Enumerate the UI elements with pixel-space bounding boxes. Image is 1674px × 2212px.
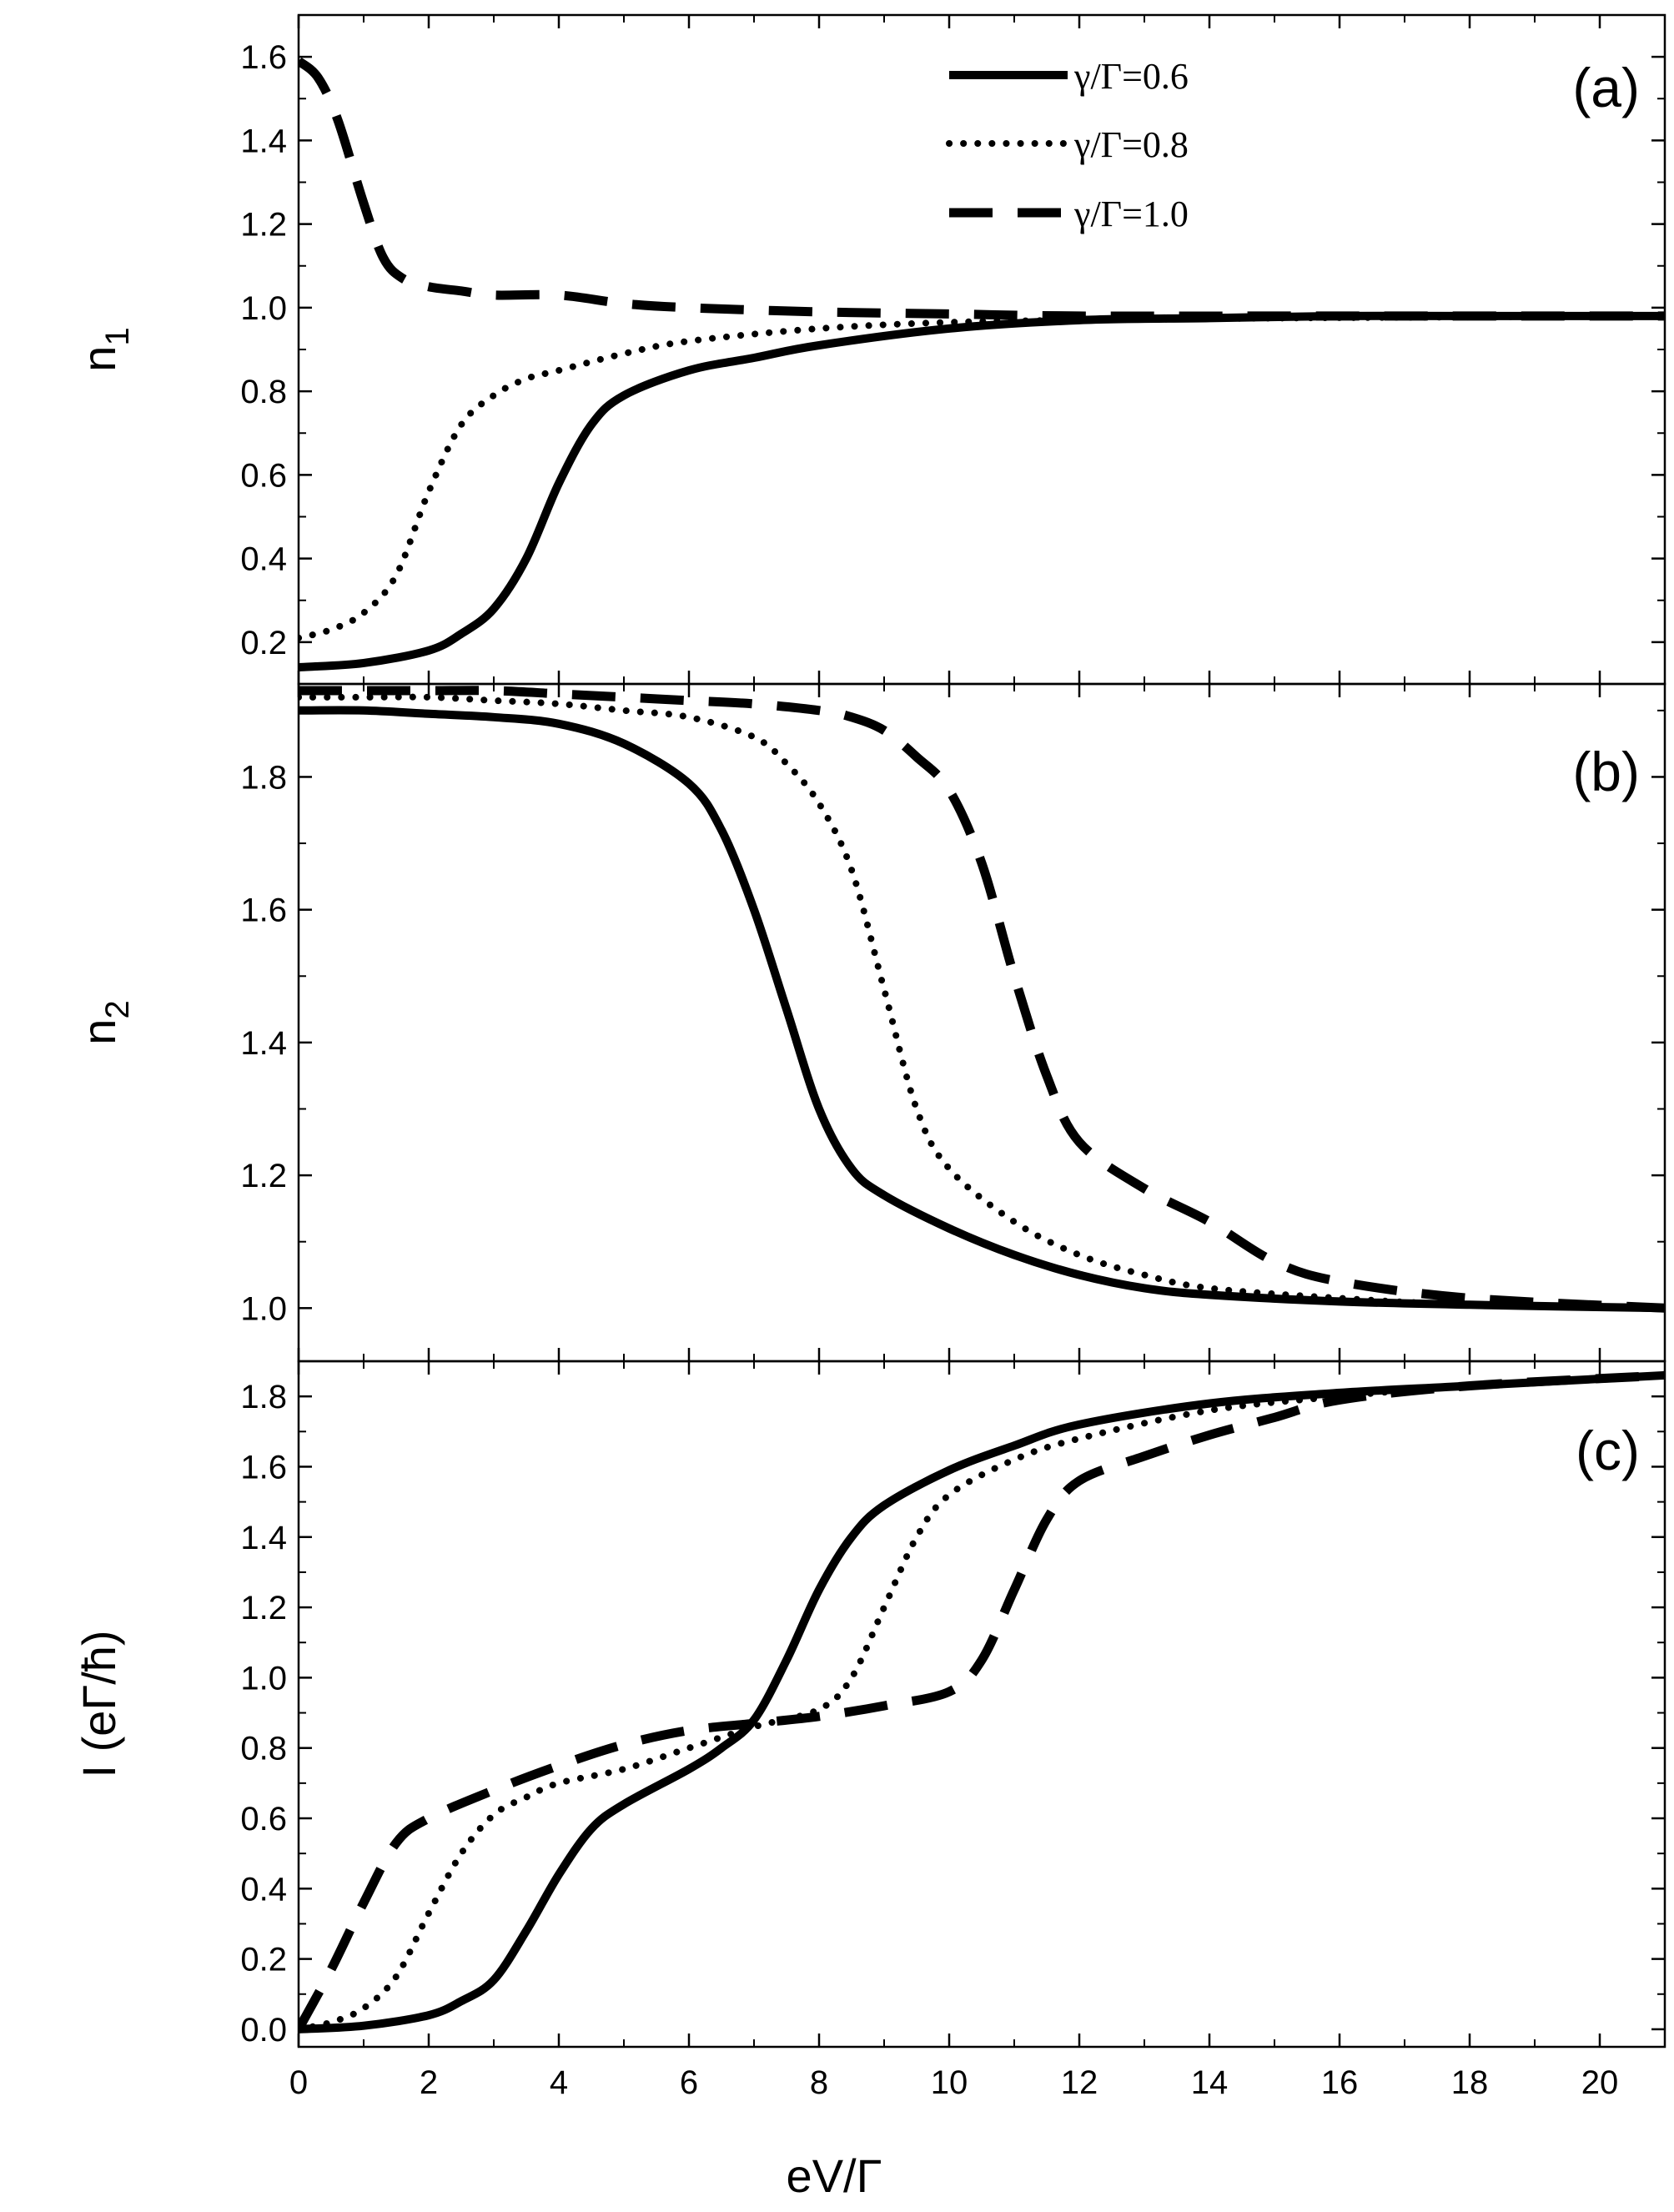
panel-a-frame <box>297 13 1666 686</box>
panel-c-series-solid-line <box>299 1370 1665 2034</box>
panel-b-y-axis-title: n2 <box>73 1000 136 1044</box>
x-tick-label: 6 <box>680 2064 698 2101</box>
x-tick-label: 2 <box>420 2064 438 2101</box>
x-axis-title: eV/Γ <box>787 2149 882 2202</box>
panel-a-ytick-label: 1.6 <box>240 39 287 76</box>
panel-b-ytick-label: 1.4 <box>240 1025 287 1062</box>
x-axis: 0 2 4 6 8 10 12 14 16 18 20 <box>289 2064 1618 2101</box>
panel-c-ytick-label: 0.4 <box>240 1871 287 1908</box>
panel-a-series-dotted-line <box>299 312 1665 641</box>
panel-c-label: (c) <box>1576 1420 1640 1481</box>
panel-a-ytick-label: 0.4 <box>240 541 287 578</box>
panel-c-ytick-label: 1.4 <box>240 1520 287 1556</box>
panel-b-ytick-label: 1.0 <box>240 1290 287 1327</box>
panel-b-ytick-label: 1.6 <box>240 892 287 929</box>
panel-c-ytick-label: 1.2 <box>240 1590 287 1626</box>
panel-a-ytick-label: 0.2 <box>240 625 287 661</box>
x-tick-label: 18 <box>1451 2064 1489 2101</box>
panel-b-label: (b) <box>1572 741 1640 802</box>
panel-a-ytick-label: 0.6 <box>240 457 287 494</box>
legend: γ/Γ=0.6 γ/Γ=0.8 γ/Γ=1.0 <box>946 56 1189 234</box>
panel-c-ytick-label: 0.2 <box>240 1942 287 1978</box>
panel-a-ytick-label: 0.8 <box>240 374 287 410</box>
panel-b-series-dashed-line <box>299 686 1665 1313</box>
panel-c-ytick-label: 0.8 <box>240 1731 287 1767</box>
x-tick-label: 8 <box>810 2064 828 2101</box>
panel-c: 0.0 0.2 0.4 0.6 0.8 1.0 1.2 1.4 1.6 1.8 I (eΓ/ħ) (c… <box>73 1360 1666 2049</box>
panel-c-ytick-label: 0.6 <box>240 1801 287 1837</box>
panel-c-ytick-label: 1.0 <box>240 1660 287 1697</box>
panel-c-ytick-label: 0.0 <box>240 2012 287 2049</box>
x-tick-label: 0 <box>289 2064 308 2101</box>
panel-b-series-solid-line <box>299 706 1665 1313</box>
panel-a-label: (a) <box>1572 57 1640 118</box>
panel-a-ytick-label: 1.2 <box>240 207 287 244</box>
panel-c-frame <box>297 1360 1666 2049</box>
panel-a-series-dashed-line <box>299 57 1665 321</box>
panel-c-ytick-label: 1.8 <box>240 1379 287 1415</box>
x-tick-label: 20 <box>1581 2064 1619 2101</box>
panel-a-ytick-label: 1.4 <box>240 123 287 159</box>
panel-a-y-axis-title: n1 <box>73 327 136 371</box>
x-tick-label: 10 <box>931 2064 968 2101</box>
panel-a-series-group <box>299 57 1665 671</box>
panel-c-ytick-label: 1.6 <box>240 1449 287 1486</box>
panel-a-ytick-label: 1.0 <box>240 290 287 327</box>
x-tick-label: 16 <box>1321 2064 1359 2101</box>
legend-label-dashed: γ/Γ=1.0 <box>1073 194 1189 234</box>
panel-c-series-group <box>299 1370 1665 2034</box>
panel-b-series-group <box>299 686 1665 1313</box>
x-tick-label: 12 <box>1061 2064 1098 2101</box>
panel-b-ytick-label: 1.2 <box>240 1158 287 1194</box>
panel-a-series-solid-line <box>299 311 1665 671</box>
legend-label-dotted: γ/Γ=0.8 <box>1073 124 1189 165</box>
panel-b-ytick-label: 1.8 <box>240 759 287 796</box>
panel-b-y-title-main: n <box>73 1019 125 1045</box>
x-tick-label: 4 <box>550 2064 568 2101</box>
panel-b-frame <box>297 682 1666 1363</box>
panel-c-series-dashed-line <box>299 1370 1665 2032</box>
panel-c-y-axis-title: I (eΓ/ħ) <box>73 1630 125 1777</box>
legend-label-solid: γ/Γ=0.6 <box>1073 56 1189 97</box>
panel-a: 0.2 0.4 0.6 0.8 1.0 1.2 1.4 1.6 n1 (a) <box>73 13 1666 686</box>
panel-b-series-dotted-line <box>299 693 1665 1312</box>
panel-c-series-dotted-line <box>299 1371 1665 2033</box>
x-tick-label: 14 <box>1191 2064 1229 2101</box>
panel-b: 1.0 1.2 1.4 1.6 1.8 n2 (b) <box>73 682 1666 1363</box>
panel-a-y-title-main: n <box>73 346 125 372</box>
panel-a-y-title-sub: 1 <box>99 327 136 345</box>
panel-b-y-title-sub: 2 <box>99 1000 136 1018</box>
panel-c-y-title-main: I (eΓ/ħ) <box>73 1630 125 1777</box>
